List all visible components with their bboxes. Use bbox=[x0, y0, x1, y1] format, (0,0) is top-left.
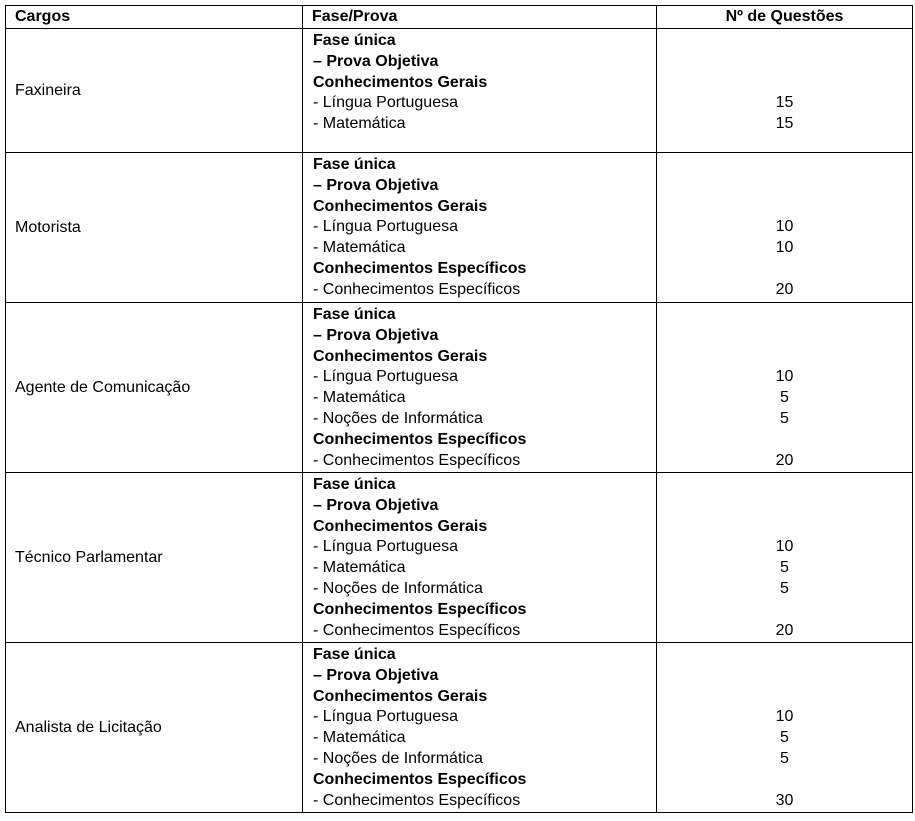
question-count: 10 bbox=[775, 239, 794, 257]
question-count bbox=[657, 155, 912, 176]
question-count bbox=[657, 600, 912, 621]
question-count bbox=[657, 475, 912, 496]
question-count: 5 bbox=[780, 579, 789, 597]
section-heading: Conhecimentos Gerais bbox=[313, 517, 488, 535]
table-row: Técnico Parlamentar Fase única – Prova Obj… bbox=[5, 472, 913, 643]
table-row: Motorista Fase única – Prova Objetiva Conhe… bbox=[5, 152, 913, 303]
cargo-cell: Agente de Comunicação bbox=[5, 302, 303, 473]
question-count bbox=[657, 176, 912, 197]
section-heading: Conhecimentos Específicos bbox=[313, 430, 527, 448]
question-count: 15 bbox=[775, 94, 794, 112]
question-count: 5 bbox=[780, 559, 789, 577]
question-count bbox=[657, 430, 912, 451]
question-count: 30 bbox=[775, 791, 794, 809]
fase-cell: Fase única – Prova Objetiva Conhecimentos … bbox=[302, 152, 657, 303]
subject-item: - Língua Portuguesa bbox=[313, 708, 458, 726]
section-heading: Conhecimentos Gerais bbox=[313, 73, 488, 91]
subject-item: - Matemática bbox=[313, 239, 406, 257]
table-row: Agente de Comunicação Fase única – Prova O… bbox=[5, 302, 913, 473]
question-count bbox=[657, 517, 912, 538]
subject-item: - Conhecimentos Específicos bbox=[313, 280, 521, 298]
question-count: 10 bbox=[775, 708, 794, 726]
section-heading: – Prova Objetiva bbox=[313, 326, 439, 344]
subject-item: - Matemática bbox=[313, 389, 406, 407]
subject-item: - Noções de Informática bbox=[313, 579, 483, 597]
subject-item: - Conhecimentos Específicos bbox=[313, 791, 521, 809]
section-heading: – Prova Objetiva bbox=[313, 52, 439, 70]
cargos-table: Cargos Fase/Prova Nº de Questões Faxinei… bbox=[5, 5, 913, 813]
table-row: Faxineira Fase única – Prova Objetiva Conhe… bbox=[5, 28, 913, 153]
section-heading: Fase única bbox=[313, 32, 396, 49]
questoes-cell: 15 15 bbox=[656, 28, 913, 153]
header-cargos: Cargos bbox=[5, 5, 303, 29]
section-heading: Fase única bbox=[313, 306, 396, 323]
question-count bbox=[657, 31, 912, 52]
table-row: Analista de Licitação Fase única – Prova O… bbox=[5, 642, 913, 813]
subject-item: - Matemática bbox=[313, 559, 406, 577]
subject-item: - Conhecimentos Específicos bbox=[313, 621, 521, 639]
question-count bbox=[657, 687, 912, 708]
question-count: 15 bbox=[775, 115, 794, 133]
question-count bbox=[657, 259, 912, 280]
subject-item: - Língua Portuguesa bbox=[313, 538, 458, 556]
subject-item: - Língua Portuguesa bbox=[313, 218, 458, 236]
questoes-cell: 10 10 20 bbox=[656, 152, 913, 303]
subject-item: - Língua Portuguesa bbox=[313, 94, 458, 112]
subject-item: - Matemática bbox=[313, 729, 406, 747]
section-heading: Conhecimentos Gerais bbox=[313, 197, 488, 215]
question-count: 20 bbox=[775, 621, 794, 639]
fase-cell: Fase única – Prova Objetiva Conhecimentos … bbox=[302, 642, 657, 813]
section-heading: Conhecimentos Específicos bbox=[313, 600, 527, 618]
subject-item: - Matemática bbox=[313, 115, 406, 133]
section-heading: Fase única bbox=[313, 476, 396, 493]
subject-item: - Noções de Informática bbox=[313, 409, 483, 427]
question-count: 5 bbox=[780, 749, 789, 767]
section-heading: Conhecimentos Específicos bbox=[313, 770, 527, 788]
subject-item: - Noções de Informática bbox=[313, 749, 483, 767]
cargo-cell: Motorista bbox=[5, 152, 303, 303]
question-count: 5 bbox=[780, 389, 789, 407]
question-count bbox=[657, 645, 912, 666]
question-count: 10 bbox=[775, 538, 794, 556]
question-count: 5 bbox=[780, 409, 789, 427]
section-heading: Fase única bbox=[313, 646, 396, 663]
section-heading: – Prova Objetiva bbox=[313, 176, 439, 194]
question-count bbox=[657, 496, 912, 517]
fase-cell: Fase única – Prova Objetiva Conhecimentos … bbox=[302, 472, 657, 643]
question-count: 20 bbox=[775, 451, 794, 469]
subject-item: - Língua Portuguesa bbox=[313, 368, 458, 386]
questoes-cell: 10 5 5 20 bbox=[656, 472, 913, 643]
question-count bbox=[657, 666, 912, 687]
questoes-cell: 10 5 5 30 bbox=[656, 642, 913, 813]
questoes-cell: 10 5 5 20 bbox=[656, 302, 913, 473]
section-heading: Conhecimentos Gerais bbox=[313, 347, 488, 365]
question-count bbox=[657, 326, 912, 347]
question-count: 10 bbox=[775, 218, 794, 236]
question-count bbox=[657, 770, 912, 791]
section-heading: – Prova Objetiva bbox=[313, 496, 439, 514]
header-row: Cargos Fase/Prova Nº de Questões bbox=[5, 5, 913, 29]
cargo-cell: Faxineira bbox=[5, 28, 303, 153]
question-count bbox=[657, 73, 912, 94]
cargo-cell: Analista de Licitação bbox=[5, 642, 303, 813]
question-count bbox=[657, 347, 912, 368]
question-count: 10 bbox=[775, 368, 794, 386]
section-heading: Conhecimentos Específicos bbox=[313, 259, 527, 277]
cargo-cell: Técnico Parlamentar bbox=[5, 472, 303, 643]
subject-item: - Conhecimentos Específicos bbox=[313, 451, 521, 469]
section-heading: – Prova Objetiva bbox=[313, 666, 439, 684]
question-count bbox=[657, 305, 912, 326]
section-heading: Conhecimentos Gerais bbox=[313, 687, 488, 705]
header-fase: Fase/Prova bbox=[302, 5, 657, 29]
question-count bbox=[657, 197, 912, 218]
fase-cell: Fase única – Prova Objetiva Conhecimentos … bbox=[302, 28, 657, 153]
question-count bbox=[657, 52, 912, 73]
question-count: 20 bbox=[775, 280, 794, 298]
header-questoes: Nº de Questões bbox=[656, 5, 913, 29]
question-count: 5 bbox=[780, 729, 789, 747]
fase-cell: Fase única – Prova Objetiva Conhecimentos … bbox=[302, 302, 657, 473]
section-heading: Fase única bbox=[313, 156, 396, 173]
